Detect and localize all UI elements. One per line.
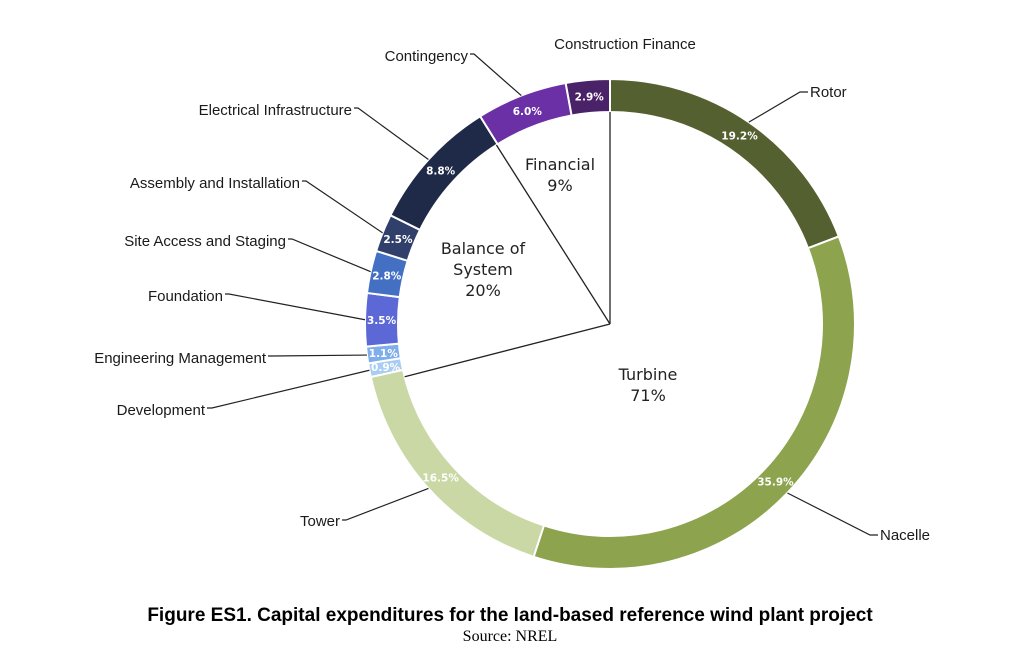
value-label-tower: 16.5% [422, 472, 459, 484]
value-label-rotor: 19.2% [721, 131, 758, 143]
value-label-engineering-management: 1.1% [369, 348, 399, 360]
category-label-rotor: Rotor [810, 84, 847, 101]
inner-divider-financial [495, 144, 611, 325]
leader-line-assembly-and-installation [302, 180, 383, 234]
leader-line-rotor [748, 91, 808, 123]
category-label-contingency: Contingency [385, 48, 469, 65]
value-label-development: 0.9% [371, 362, 401, 374]
category-label-construction-finance: Construction Finance [554, 36, 696, 53]
leader-line-development [207, 369, 370, 409]
category-label-engineering-management: Engineering Management [94, 350, 267, 367]
value-label-nacelle: 35.9% [757, 477, 794, 489]
leader-line-engineering-management [268, 354, 367, 357]
category-label-development: Development [117, 402, 206, 419]
category-label-nacelle: Nacelle [880, 527, 930, 544]
inner-divider-balance-of-system [404, 323, 611, 378]
donut-chart: Turbine 71% Balance of System 20% Financial 9%… [94, 36, 930, 570]
leader-line-site-access-and-staging [288, 238, 371, 273]
category-label-tower: Tower [300, 513, 340, 530]
category-label-electrical-infrastructure: Electrical Infrastructure [199, 102, 352, 119]
leader-line-contingency [470, 53, 522, 97]
leader-line-tower [342, 487, 429, 521]
figure-caption: Figure ES1. Capital expenditures for the… [147, 605, 873, 626]
category-label-foundation: Foundation [148, 288, 223, 305]
category-label-site-access-and-staging: Site Access and Staging [124, 233, 286, 250]
leader-line-nacelle [787, 492, 878, 536]
leader-line-electrical-infrastructure [354, 107, 429, 161]
category-label-assembly-and-installation: Assembly and Installation [130, 175, 300, 192]
value-label-foundation: 3.5% [367, 315, 397, 327]
group-label-financial: Financial 9% [525, 155, 595, 195]
value-label-site-access-and-staging: 2.8% [372, 270, 402, 282]
figure-source: Source: NREL [462, 628, 558, 645]
value-label-assembly-and-installation: 2.5% [383, 234, 413, 246]
value-label-construction-finance: 2.9% [575, 91, 605, 103]
value-label-contingency: 6.0% [513, 106, 543, 118]
value-label-electrical-infrastructure: 8.8% [426, 166, 456, 178]
group-label-balance-of-system: Balance of System 20% [441, 239, 526, 300]
group-label-turbine: Turbine 71% [618, 365, 678, 405]
leader-line-foundation [225, 293, 366, 321]
